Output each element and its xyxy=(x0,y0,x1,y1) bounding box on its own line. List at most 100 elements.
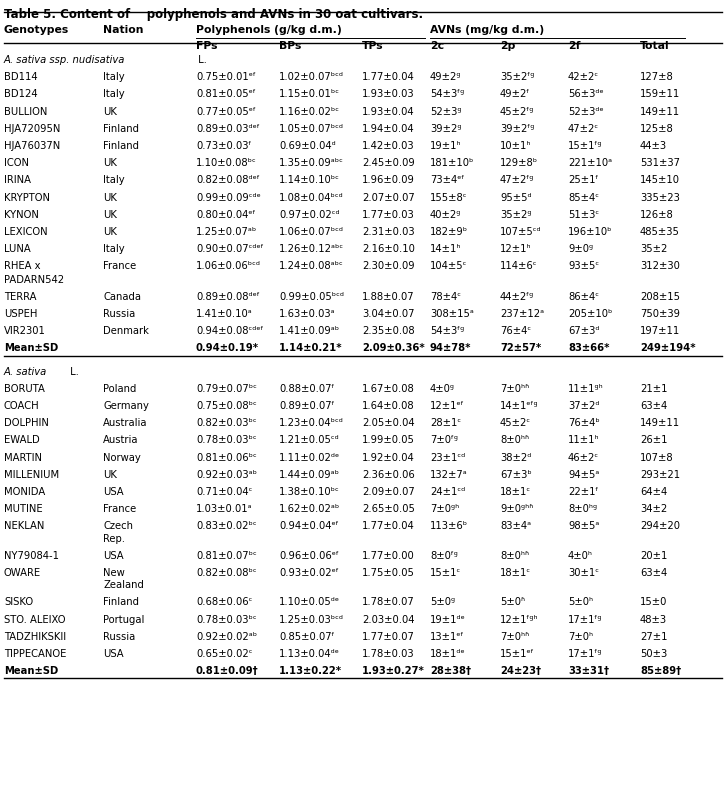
Text: 12±1ʰ: 12±1ʰ xyxy=(500,244,531,254)
Text: OWARE: OWARE xyxy=(4,568,41,578)
Text: 0.65±0.02ᶜ: 0.65±0.02ᶜ xyxy=(196,649,253,659)
Text: 114±6ᶜ: 114±6ᶜ xyxy=(500,262,537,271)
Text: 14±1ʰ: 14±1ʰ xyxy=(430,244,462,254)
Text: TPs: TPs xyxy=(362,41,383,51)
Text: Denmark: Denmark xyxy=(103,326,149,336)
Text: 73±4ᵉᶠ: 73±4ᵉᶠ xyxy=(430,175,465,185)
Text: LUNA: LUNA xyxy=(4,244,30,254)
Text: 98±5ᵃ: 98±5ᵃ xyxy=(568,521,600,531)
Text: 78±4ᶜ: 78±4ᶜ xyxy=(430,292,461,302)
Text: 39±2ᵍ: 39±2ᵍ xyxy=(430,124,462,134)
Text: 0.88±0.07ᶠ: 0.88±0.07ᶠ xyxy=(279,384,335,394)
Text: 196±10ᵇ: 196±10ᵇ xyxy=(568,227,613,237)
Text: 2.45±0.09: 2.45±0.09 xyxy=(362,158,415,168)
Text: Australia: Australia xyxy=(103,418,147,428)
Text: 1.41±0.09ᵃᵇ: 1.41±0.09ᵃᵇ xyxy=(279,326,340,336)
Text: 0.99±0.09ᶜᵈᵉ: 0.99±0.09ᶜᵈᵉ xyxy=(196,193,261,203)
Text: 15±1ᶠᵍ: 15±1ᶠᵍ xyxy=(568,141,603,151)
Text: 1.06±0.07ᵇᶜᵈ: 1.06±0.07ᵇᶜᵈ xyxy=(279,227,344,237)
Text: 3.04±0.07: 3.04±0.07 xyxy=(362,309,415,319)
Text: Germany: Germany xyxy=(103,401,149,411)
Text: 1.16±0.02ᵇᶜ: 1.16±0.02ᵇᶜ xyxy=(279,107,340,116)
Text: 33±31†: 33±31† xyxy=(568,667,609,676)
Text: 37±2ᵈ: 37±2ᵈ xyxy=(568,401,600,411)
Text: HJA76037N: HJA76037N xyxy=(4,141,60,151)
Text: 0.92±0.02ᵃᵇ: 0.92±0.02ᵃᵇ xyxy=(196,632,257,642)
Text: NEKLAN: NEKLAN xyxy=(4,521,44,531)
Text: 42±2ᶜ: 42±2ᶜ xyxy=(568,72,599,83)
Text: 181±10ᵇ: 181±10ᵇ xyxy=(430,158,474,168)
Text: 1.13±0.04ᵈᵉ: 1.13±0.04ᵈᵉ xyxy=(279,649,340,659)
Text: 1.75±0.05: 1.75±0.05 xyxy=(362,568,415,578)
Text: 7±0ᶠᵍ: 7±0ᶠᵍ xyxy=(430,435,458,446)
Text: 0.89±0.03ᵈᵉᶠ: 0.89±0.03ᵈᵉᶠ xyxy=(196,124,260,134)
Text: 18±1ᶜ: 18±1ᶜ xyxy=(500,487,531,497)
Text: 17±1ᶠᵍ: 17±1ᶠᵍ xyxy=(568,649,603,659)
Text: 2.30±0.09: 2.30±0.09 xyxy=(362,262,415,271)
Text: 49±2ᶠ: 49±2ᶠ xyxy=(500,90,530,99)
Text: Mean±SD: Mean±SD xyxy=(4,667,58,676)
Text: 2.03±0.04: 2.03±0.04 xyxy=(362,615,415,625)
Text: 1.05±0.07ᵇᶜᵈ: 1.05±0.07ᵇᶜᵈ xyxy=(279,124,344,134)
Text: 1.25±0.03ᵇᶜᵈ: 1.25±0.03ᵇᶜᵈ xyxy=(279,615,344,625)
Text: 312±30: 312±30 xyxy=(640,262,680,271)
Text: TADZHIKSKII: TADZHIKSKII xyxy=(4,632,66,642)
Text: 125±8: 125±8 xyxy=(640,124,674,134)
Text: 1.67±0.08: 1.67±0.08 xyxy=(362,384,415,394)
Text: 107±8: 107±8 xyxy=(640,453,674,463)
Text: 52±3ᵍ: 52±3ᵍ xyxy=(430,107,462,116)
Text: Finland: Finland xyxy=(103,124,139,134)
Text: 10±1ʰ: 10±1ʰ xyxy=(500,141,531,151)
Text: 5±0ʰ: 5±0ʰ xyxy=(568,597,593,608)
Text: 1.06±0.06ᵇᶜᵈ: 1.06±0.06ᵇᶜᵈ xyxy=(196,262,261,271)
Text: 19±1ʰ: 19±1ʰ xyxy=(430,141,462,151)
Text: New: New xyxy=(103,568,125,578)
Text: Italy: Italy xyxy=(103,90,125,99)
Text: 15±1ᶜ: 15±1ᶜ xyxy=(430,568,461,578)
Text: FPs: FPs xyxy=(196,41,218,51)
Text: 1.24±0.08ᵃᵇᶜ: 1.24±0.08ᵃᵇᶜ xyxy=(279,262,343,271)
Text: 12±1ᵉᶠ: 12±1ᵉᶠ xyxy=(430,401,465,411)
Text: 28±38†: 28±38† xyxy=(430,667,471,676)
Text: 1.08±0.04ᵇᶜᵈ: 1.08±0.04ᵇᶜᵈ xyxy=(279,193,343,203)
Text: A. sativa: A. sativa xyxy=(4,366,47,376)
Text: 1.92±0.04: 1.92±0.04 xyxy=(362,453,415,463)
Text: 12±1ᶠᵍʰ: 12±1ᶠᵍʰ xyxy=(500,615,539,625)
Text: IRINA: IRINA xyxy=(4,175,31,185)
Text: 2.36±0.06: 2.36±0.06 xyxy=(362,470,415,479)
Text: USA: USA xyxy=(103,551,123,560)
Text: A. sativa ssp. nudisativa: A. sativa ssp. nudisativa xyxy=(4,55,126,65)
Text: 0.82±0.03ᵇᶜ: 0.82±0.03ᵇᶜ xyxy=(196,418,256,428)
Text: 0.92±0.03ᵃᵇ: 0.92±0.03ᵃᵇ xyxy=(196,470,257,479)
Text: Total: Total xyxy=(640,41,669,51)
Text: Genotypes: Genotypes xyxy=(4,25,69,35)
Text: AVNs (mg/kg d.m.): AVNs (mg/kg d.m.) xyxy=(430,25,544,35)
Text: 1.42±0.03: 1.42±0.03 xyxy=(362,141,415,151)
Text: 85±4ᶜ: 85±4ᶜ xyxy=(568,193,599,203)
Text: 0.99±0.05ᵇᶜᵈ: 0.99±0.05ᵇᶜᵈ xyxy=(279,292,344,302)
Text: 9±0ᵍʰʱ: 9±0ᵍʰʱ xyxy=(500,504,534,514)
Text: 0.80±0.04ᵉᶠ: 0.80±0.04ᵉᶠ xyxy=(196,210,256,220)
Text: Nation: Nation xyxy=(103,25,144,35)
Text: 18±1ᶜ: 18±1ᶜ xyxy=(500,568,531,578)
Text: 2c: 2c xyxy=(430,41,444,51)
Text: France: France xyxy=(103,504,136,514)
Text: 4±0ᵍ: 4±0ᵍ xyxy=(430,384,455,394)
Text: 1.77±0.04: 1.77±0.04 xyxy=(362,72,415,83)
Text: UK: UK xyxy=(103,210,117,220)
Text: 0.85±0.07ᶠ: 0.85±0.07ᶠ xyxy=(279,632,335,642)
Text: 7±0ʰʱ: 7±0ʰʱ xyxy=(500,384,529,394)
Text: 0.97±0.02ᶜᵈ: 0.97±0.02ᶜᵈ xyxy=(279,210,340,220)
Text: 2.09±0.36*: 2.09±0.36* xyxy=(362,343,425,354)
Text: 1.14±0.21*: 1.14±0.21* xyxy=(279,343,343,354)
Text: 83±4ᵃ: 83±4ᵃ xyxy=(500,521,531,531)
Text: 15±1ᵉᶠ: 15±1ᵉᶠ xyxy=(500,649,534,659)
Text: 67±3ᵇ: 67±3ᵇ xyxy=(500,470,531,479)
Text: 24±23†: 24±23† xyxy=(500,667,541,676)
Text: 1.02±0.07ᵇᶜᵈ: 1.02±0.07ᵇᶜᵈ xyxy=(279,72,344,83)
Text: 0.93±0.02ᵉᶠ: 0.93±0.02ᵉᶠ xyxy=(279,568,339,578)
Text: USPEH: USPEH xyxy=(4,309,37,319)
Text: 1.63±0.03ᵃ: 1.63±0.03ᵃ xyxy=(279,309,335,319)
Text: 0.81±0.06ᵇᶜ: 0.81±0.06ᵇᶜ xyxy=(196,453,257,463)
Text: 1.93±0.03: 1.93±0.03 xyxy=(362,90,415,99)
